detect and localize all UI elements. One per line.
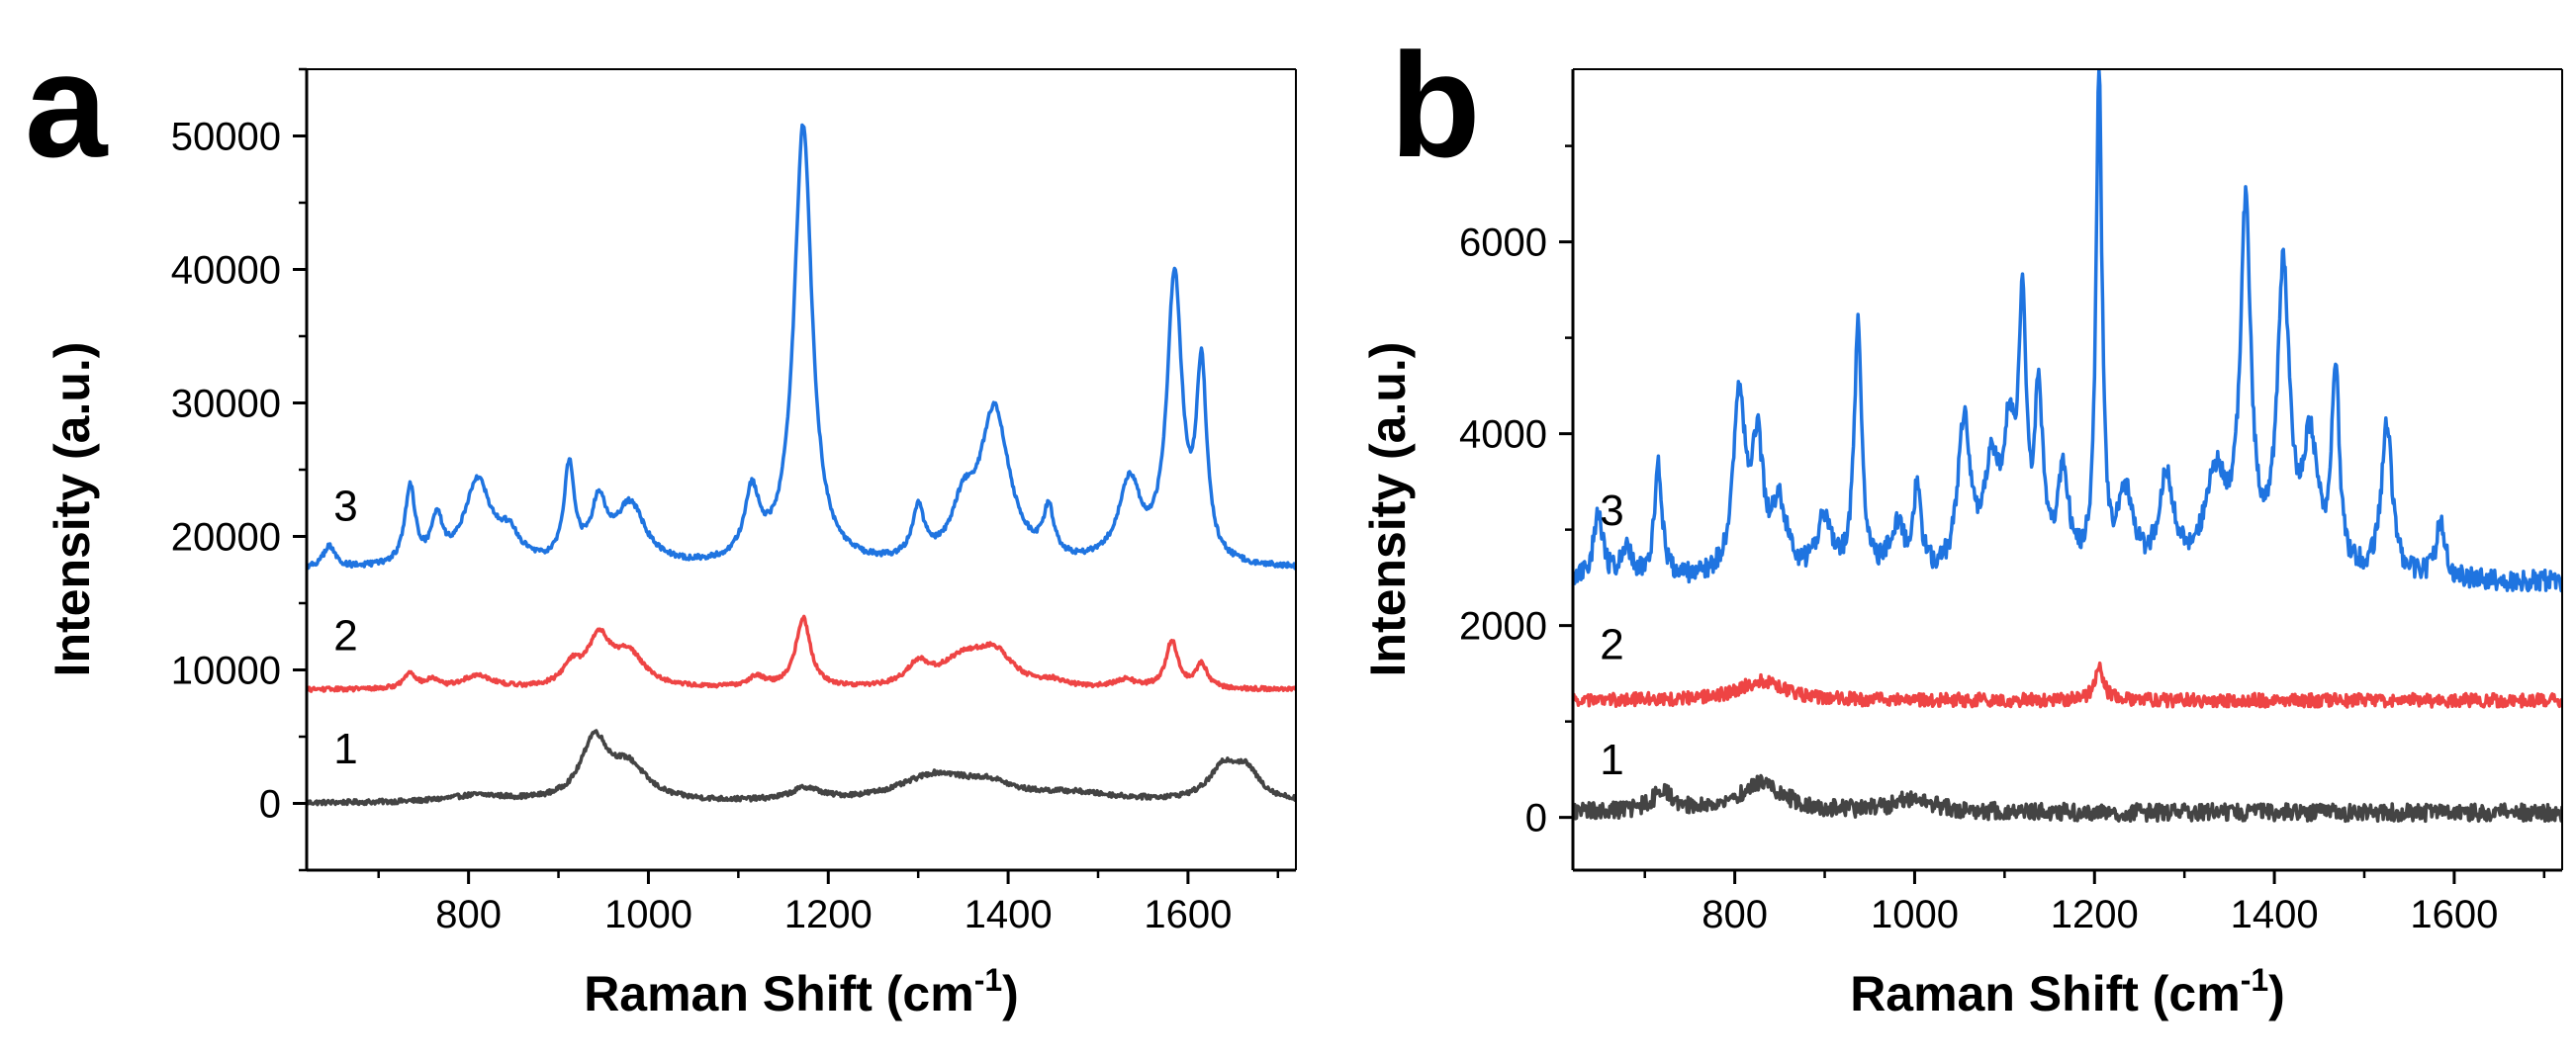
x-tick-label-1600: 1600 [2410,893,2498,936]
series-line-1 [1573,773,2562,824]
series-line-2 [1573,661,2562,709]
chart-panel-a: 1 2 3 800 1000 1200 1400 1600 0 10000 20000 30000 40… [25,22,1297,1021]
x-axis-title: Raman Shift (cm-1) [1850,962,2285,1021]
series-line-3 [1573,69,2562,593]
series-line-2 [307,614,1296,693]
y-axis-title: Intensity (a.u.) [45,342,100,677]
y-tick-label-0: 0 [1525,797,1547,840]
y-tick-label-30000: 30000 [171,383,281,426]
y-tick-label-40000: 40000 [171,249,281,293]
x-tick-label-1000: 1000 [1871,893,1959,936]
x-tick-label-1200: 1200 [2051,893,2139,936]
series-label-2: 2 [333,611,357,660]
panel-label-b: b [1390,22,1481,188]
y-tick-label-2000: 2000 [1459,605,1547,649]
y-tick-label-10000: 10000 [171,650,281,693]
series-label-1: 1 [333,725,357,773]
series-line-3 [307,123,1296,571]
x-axis-title: Raman Shift (cm-1) [584,962,1019,1021]
x-tick-label-800: 800 [1702,893,1768,936]
x-tick-label-1400: 1400 [965,893,1053,936]
series-line-1 [307,729,1296,807]
series-label-3: 3 [1600,486,1623,535]
chart-panel-b: 1 2 3 800 1000 1200 1400 1600 0 2000 4000 6000 Raman… [1360,22,2563,1021]
y-tick-label-4000: 4000 [1459,413,1547,457]
series-label-1: 1 [1600,736,1623,784]
x-tick-label-800: 800 [435,893,502,936]
y-tick-label-6000: 6000 [1459,221,1547,265]
x-tick-label-1200: 1200 [784,893,873,936]
panel-label-a: a [25,22,109,188]
y-tick-label-20000: 20000 [171,516,281,560]
x-tick-label-1600: 1600 [1144,893,1232,936]
x-tick-label-1400: 1400 [2231,893,2319,936]
series-label-2: 2 [1600,621,1623,669]
y-axis-title: Intensity (a.u.) [1360,342,1416,677]
y-tick-label-50000: 50000 [171,116,281,159]
x-tick-label-1000: 1000 [604,893,692,936]
series-label-3: 3 [333,482,357,530]
y-tick-label-0: 0 [259,783,281,827]
